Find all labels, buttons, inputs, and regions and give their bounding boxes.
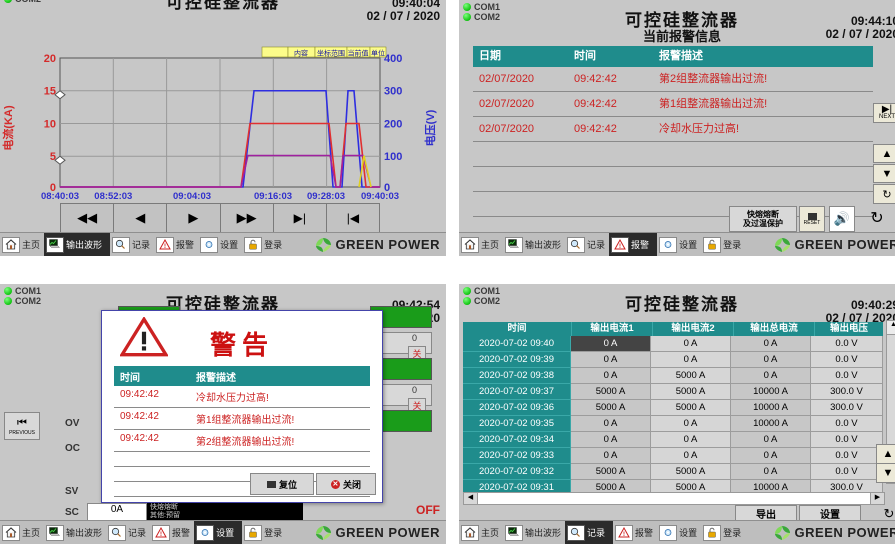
svg-text:电压(V): 电压(V): [423, 109, 437, 146]
svg-text:15: 15: [44, 86, 56, 98]
svg-text:08:52:03: 08:52:03: [94, 191, 132, 202]
svg-text:08:40:03: 08:40:03: [41, 191, 79, 202]
svg-text:单位: 单位: [371, 49, 385, 58]
svg-text:20: 20: [44, 53, 56, 65]
svg-text:!: !: [619, 244, 621, 250]
svg-text:300: 300: [384, 86, 402, 98]
svg-text:400: 400: [384, 53, 402, 65]
svg-text:5: 5: [50, 151, 56, 163]
svg-text:09:40:03: 09:40:03: [361, 191, 399, 202]
svg-text:!: !: [164, 244, 166, 250]
svg-text:200: 200: [384, 119, 402, 131]
svg-text:电流(KA): 电流(KA): [1, 105, 15, 151]
svg-text:!: !: [160, 532, 162, 538]
svg-text:09:04:03: 09:04:03: [173, 191, 211, 202]
svg-text:09:16:03: 09:16:03: [254, 191, 292, 202]
svg-text:09:28:03: 09:28:03: [307, 191, 345, 202]
svg-text:10: 10: [44, 119, 56, 131]
svg-text:内容: 内容: [294, 49, 308, 58]
svg-text:!: !: [623, 532, 625, 538]
svg-text:当前值: 当前值: [348, 49, 369, 58]
svg-text:坐标范围: 坐标范围: [317, 49, 345, 58]
svg-text:100: 100: [384, 151, 402, 163]
